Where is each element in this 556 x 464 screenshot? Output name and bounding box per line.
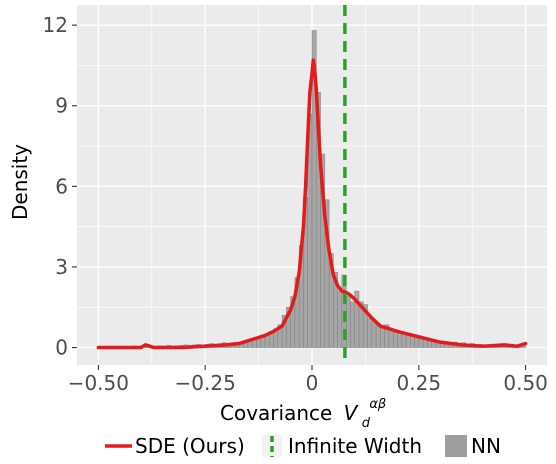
nn-bar: [345, 296, 351, 348]
legend-label-sde: SDE (Ours): [135, 434, 245, 458]
nn-bar: [367, 317, 373, 348]
legend-label-infinite: Infinite Width: [288, 434, 422, 458]
y-tick-label: 3: [55, 255, 68, 279]
legend-key-nn: [445, 435, 467, 457]
x-axis-title: Covariance V d αβ: [220, 397, 386, 432]
y-tick-label: 9: [55, 94, 68, 118]
nn-bar: [380, 325, 385, 348]
nn-bar: [401, 333, 407, 348]
x-tick-label: 0: [306, 371, 319, 395]
y-tick-label: 12: [43, 13, 68, 37]
nn-bar: [405, 335, 411, 348]
legend: SDE (Ours) Infinite Width NN: [105, 434, 501, 458]
nn-bar: [337, 290, 343, 348]
x-axis-title-superscript: αβ: [369, 397, 386, 412]
nn-bar: [410, 336, 415, 348]
x-axis-title-subscript: d: [362, 416, 371, 431]
y-tick-label: 0: [55, 336, 68, 360]
x-axis-ticks: −0.50 −0.25 0 0.25 0.50: [68, 365, 548, 395]
nn-bar: [371, 320, 377, 348]
y-axis-title: Density: [8, 144, 32, 220]
x-tick-label: −0.50: [68, 371, 129, 395]
legend-label-nn: NN: [471, 434, 501, 458]
nn-bar: [350, 301, 355, 348]
nn-bar: [397, 332, 402, 348]
y-axis-ticks: 0 3 6 9 12: [43, 13, 77, 360]
x-tick-label: 0.25: [397, 371, 442, 395]
x-axis-title-text: Covariance: [220, 401, 332, 425]
y-tick-label: 6: [55, 174, 68, 198]
x-axis-title-symbol: V: [344, 401, 359, 425]
x-tick-label: 0.50: [503, 371, 548, 395]
nn-bar: [392, 331, 398, 348]
x-tick-label: −0.25: [175, 371, 236, 395]
sde-density-line: [96, 58, 528, 350]
